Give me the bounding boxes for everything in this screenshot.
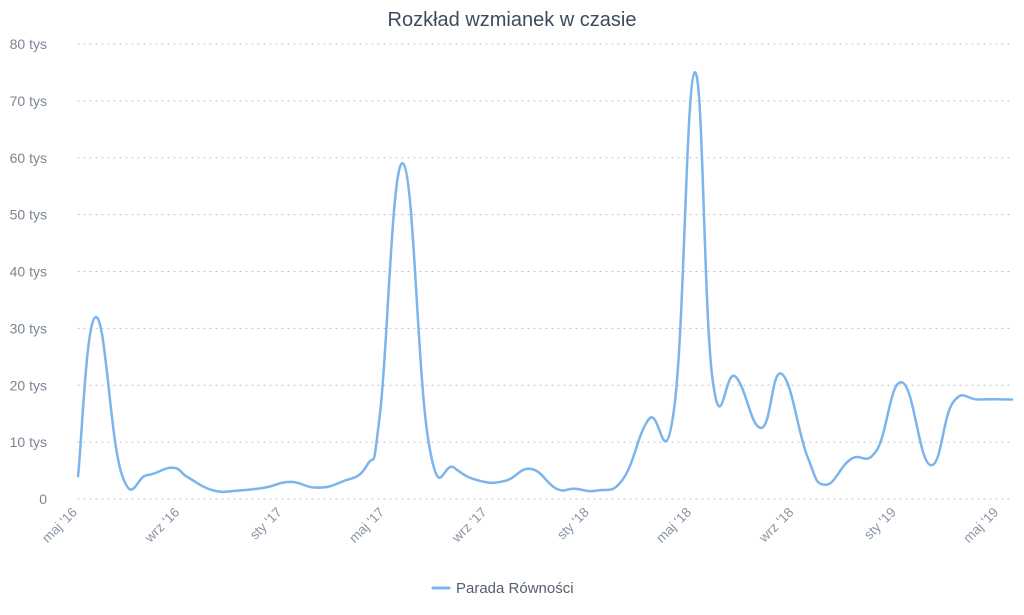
- x-tick-label: sty '18: [554, 505, 592, 543]
- x-tick-label: maj '16: [39, 505, 80, 546]
- x-tick-label: wrz '17: [448, 505, 489, 546]
- x-tick-label: maj '17: [346, 505, 387, 546]
- y-tick-label: 80 tys: [10, 36, 47, 52]
- x-tick-label: wrz '18: [755, 505, 796, 546]
- x-tick-label: wrz '16: [141, 505, 182, 546]
- grid-layer: [77, 43, 1013, 500]
- legend-item-label[interactable]: Parada Równości: [456, 580, 574, 597]
- y-tick-label: 10 tys: [10, 434, 47, 450]
- y-tick-label: 30 tys: [10, 320, 47, 336]
- series-line-parada-rownosci[interactable]: [76, 71, 1014, 494]
- series-layer: [76, 71, 1014, 494]
- legend[interactable]: Parada Równości: [431, 580, 574, 597]
- x-tick-label: sty '19: [861, 505, 899, 543]
- y-tick-label: 20 tys: [10, 377, 47, 393]
- y-tick-label: 60 tys: [10, 150, 47, 166]
- x-tick-label: sty '17: [247, 505, 285, 543]
- x-axis: maj '16 wrz '16 sty '17 maj '17 wrz '17 sty '…: [39, 505, 1001, 546]
- chart-title: Rozkład wzmianek w czasie: [388, 9, 637, 31]
- x-tick-label: maj '18: [653, 505, 694, 546]
- y-tick-label: 40 tys: [10, 264, 47, 280]
- x-tick-label: maj '19: [960, 505, 1001, 546]
- y-tick-label: 0: [39, 491, 47, 507]
- y-tick-label: 70 tys: [10, 93, 47, 109]
- y-axis: 0 10 tys 20 tys 30 tys 40 tys 50 tys 60 tys 70 …: [10, 36, 48, 507]
- y-tick-label: 50 tys: [10, 207, 47, 223]
